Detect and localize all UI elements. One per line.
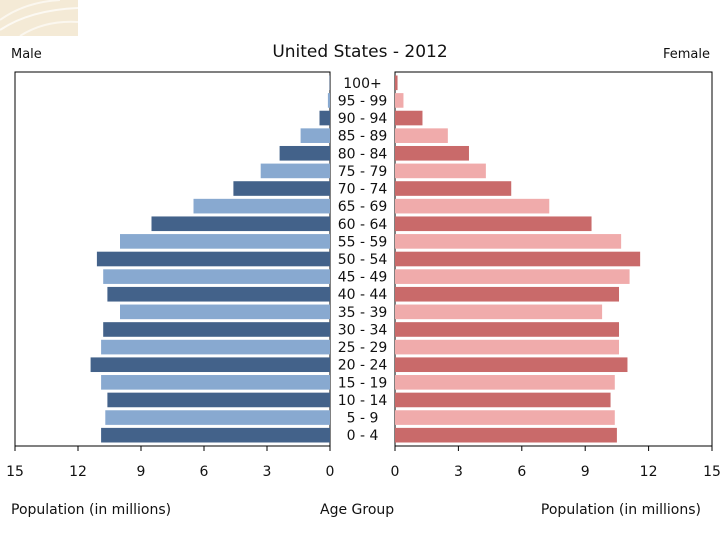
female-label: Female xyxy=(662,47,710,62)
age-group-label: 45 - 49 xyxy=(338,270,388,286)
age-group-label: 0 - 4 xyxy=(347,428,379,444)
female-bar-100+ xyxy=(395,75,398,91)
male-bar-65-69 xyxy=(193,198,330,214)
female-tick-label: 9 xyxy=(581,464,590,480)
age-group-label: 80 - 84 xyxy=(338,146,388,162)
female-tick-label: 0 xyxy=(391,464,400,480)
female-bar-45-49 xyxy=(395,269,630,284)
age-group-label: 55 - 59 xyxy=(338,234,388,250)
male-bar-40-44 xyxy=(107,286,331,302)
male-bar-90-94 xyxy=(319,110,330,126)
male-bar-50-54 xyxy=(96,251,331,267)
age-group-label: 70 - 74 xyxy=(338,182,388,198)
male-label: Male xyxy=(11,47,42,62)
age-group-label: 85 - 89 xyxy=(338,129,388,145)
male-tick-label: 0 xyxy=(326,464,335,480)
male-bar-0-4 xyxy=(101,427,330,443)
female-bar-65-69 xyxy=(395,198,550,214)
female-bar-15-19 xyxy=(395,375,615,390)
female-tick-label: 6 xyxy=(517,464,526,480)
age-group-label: 30 - 34 xyxy=(338,322,388,338)
male-bar-70-74 xyxy=(233,181,330,196)
female-bar-0-4 xyxy=(395,427,617,443)
age-group-label: 100+ xyxy=(343,76,381,92)
age-group-label: 5 - 9 xyxy=(347,411,379,427)
male-tick-label: 12 xyxy=(69,464,87,480)
age-group-label: 60 - 64 xyxy=(338,217,388,233)
female-bar-90-94 xyxy=(395,110,423,126)
age-group-label: 75 - 79 xyxy=(338,164,388,180)
female-bar-70-74 xyxy=(395,181,512,196)
male-bar-20-24 xyxy=(90,357,330,373)
age-group-label: 35 - 39 xyxy=(338,305,388,321)
female-bar-40-44 xyxy=(395,286,620,302)
age-group-label: 65 - 69 xyxy=(338,199,388,215)
age-group-label: 10 - 14 xyxy=(338,393,388,409)
male-bar-75-79 xyxy=(260,163,330,179)
female-tick-label: 12 xyxy=(640,464,658,480)
male-bar-55-59 xyxy=(120,234,330,249)
x-axis-label-left: Population (in millions) xyxy=(11,502,172,518)
age-group-label: 15 - 19 xyxy=(338,375,388,391)
female-bar-20-24 xyxy=(395,357,628,373)
male-bar-60-64 xyxy=(151,216,330,232)
female-bar-80-84 xyxy=(395,145,469,161)
female-bar-35-39 xyxy=(395,304,603,320)
female-tick-label: 15 xyxy=(703,464,720,480)
age-group-label: 20 - 24 xyxy=(338,358,388,374)
male-tick-label: 3 xyxy=(263,464,272,480)
age-group-label: 90 - 94 xyxy=(338,111,388,127)
chart-title: United States - 2012 xyxy=(272,42,448,62)
female-bar-75-79 xyxy=(395,163,486,179)
male-tick-label: 6 xyxy=(200,464,209,480)
male-bar-80-84 xyxy=(279,145,330,161)
age-group-label: 50 - 54 xyxy=(338,252,388,268)
age-group-label: 95 - 99 xyxy=(338,93,388,109)
female-bar-60-64 xyxy=(395,216,592,232)
male-bar-35-39 xyxy=(120,304,330,320)
male-bar-10-14 xyxy=(107,392,331,408)
male-bar-95-99 xyxy=(327,93,330,108)
male-bar-5-9 xyxy=(105,410,330,425)
male-bar-25-29 xyxy=(101,339,330,355)
male-bar-15-19 xyxy=(101,375,330,390)
female-bar-10-14 xyxy=(395,392,611,408)
male-tick-label: 9 xyxy=(137,464,146,480)
male-bar-45-49 xyxy=(103,269,330,284)
female-bar-95-99 xyxy=(395,93,404,108)
age-group-label: 25 - 29 xyxy=(338,340,388,356)
male-tick-label: 15 xyxy=(6,464,24,480)
female-bar-25-29 xyxy=(395,339,620,355)
x-axis-label-right: Population (in millions) xyxy=(540,502,701,518)
age-group-label: 40 - 44 xyxy=(338,287,388,303)
male-bar-85-89 xyxy=(300,128,330,143)
female-bar-85-89 xyxy=(395,128,448,143)
female-bar-50-54 xyxy=(395,251,641,267)
corner-decoration xyxy=(0,0,78,36)
male-bar-30-34 xyxy=(103,322,330,337)
female-tick-label: 3 xyxy=(454,464,463,480)
x-axis-label-center: Age Group xyxy=(320,502,395,518)
female-bar-5-9 xyxy=(395,410,615,425)
female-bar-55-59 xyxy=(395,234,622,249)
female-bar-30-34 xyxy=(395,322,620,337)
